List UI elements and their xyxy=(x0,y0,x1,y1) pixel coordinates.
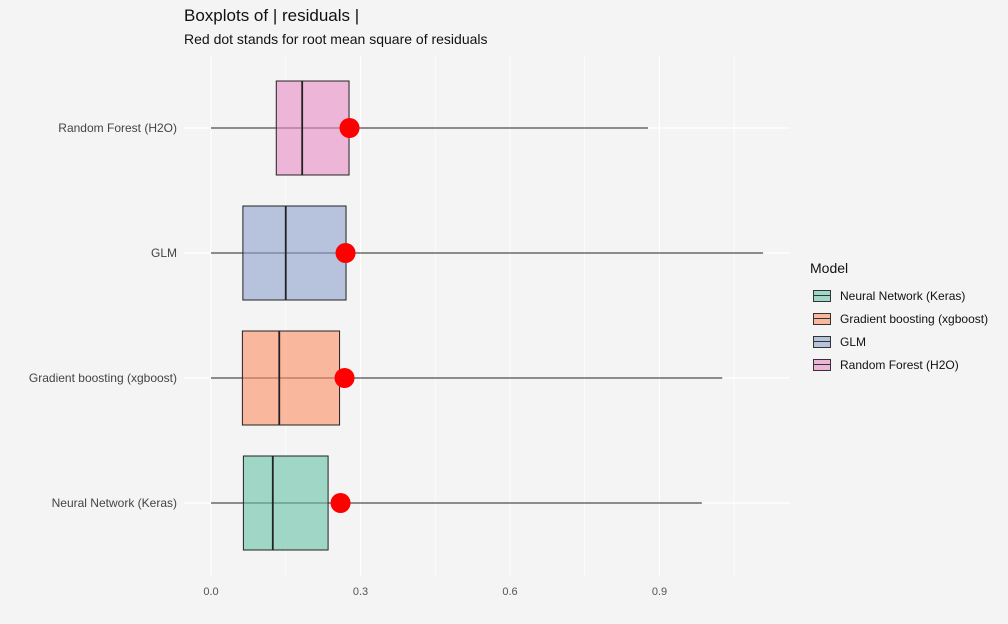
rmse-point xyxy=(330,493,351,513)
y-axis-label-random-forest: Random Forest (H2O) xyxy=(58,121,177,135)
legend-swatch xyxy=(813,358,831,371)
chart-subtitle: Red dot stands for root mean square of r… xyxy=(184,31,488,47)
iqr-box xyxy=(241,330,341,426)
legend-item-random-forest: Random Forest (H2O) xyxy=(810,353,988,376)
iqr-box xyxy=(242,455,329,551)
y-axis-label-neural-network: Neural Network (Keras) xyxy=(51,496,177,510)
legend-label: Random Forest (H2O) xyxy=(840,357,959,372)
boxplot-neural-network-keras xyxy=(211,455,702,551)
boxplot-gradient-boosting-xgboost xyxy=(211,330,723,426)
x-tick-label: 0.9 xyxy=(651,586,668,598)
legend-label: Neural Network (Keras) xyxy=(840,288,966,303)
x-tick-label: 0.6 xyxy=(502,586,518,598)
rmse-point xyxy=(339,118,360,138)
legend-swatch xyxy=(813,335,831,348)
rmse-point xyxy=(334,368,355,388)
chart-title: Boxplots of | residuals | xyxy=(184,6,360,25)
legend-item-gradient-boosting: Gradient boosting (xgboost) xyxy=(810,307,988,330)
y-axis-label-gradient-boosting: Gradient boosting (xgboost) xyxy=(28,371,177,385)
y-axis-label-glm: GLM xyxy=(150,246,177,260)
legend-item-glm: GLM xyxy=(810,330,988,353)
x-tick-label: 0.3 xyxy=(352,586,369,598)
legend-label: GLM xyxy=(840,334,867,349)
iqr-box xyxy=(242,205,347,301)
boxplot-glm xyxy=(211,205,764,301)
legend-swatch xyxy=(813,312,831,325)
legend-swatch xyxy=(813,289,831,302)
boxplots xyxy=(211,80,764,551)
legend: Model Neural Network (Keras) Gradient bo… xyxy=(810,260,988,376)
boxplot-random-forest-h2o xyxy=(211,80,649,176)
rmse-point xyxy=(335,243,356,263)
legend-label: Gradient boosting (xgboost) xyxy=(840,311,989,326)
legend-item-neural-network: Neural Network (Keras) xyxy=(810,284,988,307)
iqr-box xyxy=(275,80,350,176)
legend-title: Model xyxy=(810,260,849,276)
x-tick-label: 0.0 xyxy=(203,586,219,598)
